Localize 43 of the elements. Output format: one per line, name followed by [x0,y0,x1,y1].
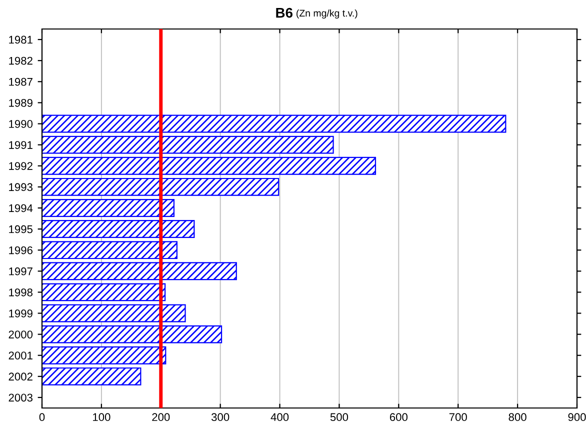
bar [42,198,175,217]
chart-title: B6 [276,8,292,18]
x-tick-label: 900 [568,413,586,422]
bar [42,325,222,344]
y-tick-label: 1993 [9,183,32,192]
bar [42,346,166,364]
y-tick-label: 2003 [8,394,32,402]
bar [42,136,334,154]
bar [42,178,280,196]
y-tick-label: 1981 [9,36,32,44]
y-tick-label: 1989 [9,98,32,107]
y-tick-label: 1994 [9,204,33,212]
y-tick-label: 1982 [9,56,32,65]
bar [42,156,376,175]
y-tick-label: 2002 [8,372,32,381]
bar [42,241,178,260]
y-tick-label: 1987 [9,78,32,86]
x-tick-label: 0 [39,413,45,422]
y-tick-label: 1992 [9,162,32,170]
chart-subtitle: (Zn mg/kg t.v.) [296,9,358,19]
bar [42,283,166,302]
x-tick-label: 800 [508,413,526,422]
y-tick-label: 2001 [8,352,32,360]
bar [42,220,195,238]
y-tick-label: 1996 [9,246,32,254]
y-tick-label: 1990 [9,120,33,128]
x-tick-label: 400 [270,413,289,422]
bar [42,262,237,280]
y-tick-label: 1997 [9,267,32,276]
bar [42,304,186,322]
y-tick-label: 1991 [9,141,32,149]
y-tick-label: 1998 [9,288,32,296]
y-tick-label: 1999 [9,310,32,318]
x-tick-label: 700 [449,413,467,422]
bar [42,114,506,133]
y-tick-label: 2000 [8,330,33,338]
x-tick-label: 200 [152,413,170,422]
x-tick-label: 300 [211,413,230,422]
x-tick-label: 500 [330,413,348,422]
y-tick-label: 1995 [9,225,33,234]
bar [42,367,142,386]
x-tick-label: 600 [390,413,408,422]
x-tick-label: 100 [93,413,110,422]
